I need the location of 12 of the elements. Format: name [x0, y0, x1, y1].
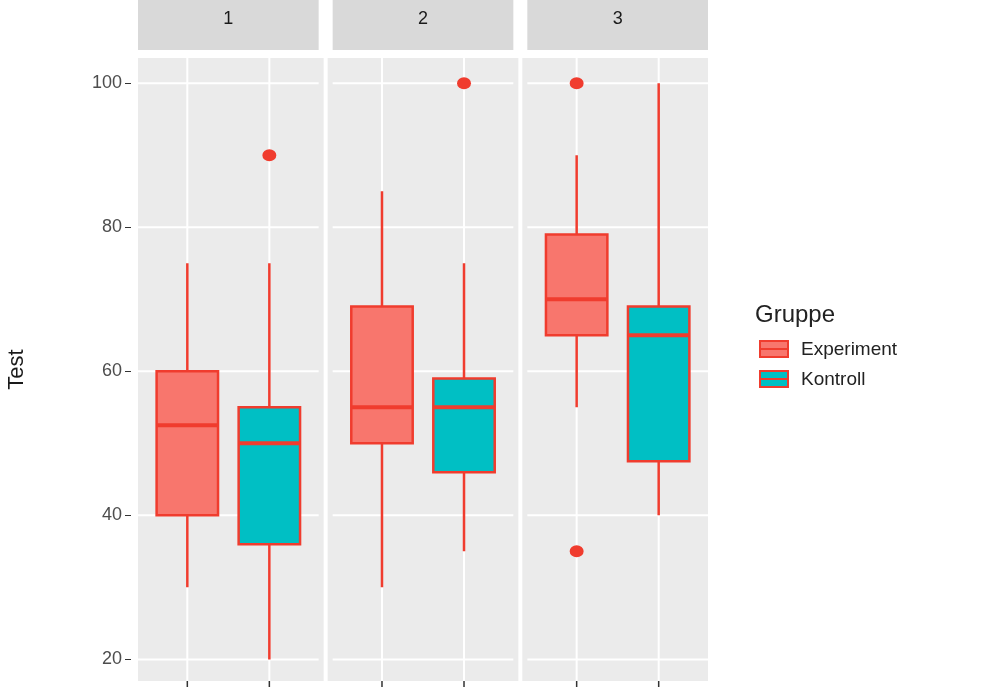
legend-title: Gruppe [755, 300, 837, 328]
y-axis-title: Test [3, 349, 29, 390]
x-tick-label: 2 [417, 8, 429, 29]
y-tick-label: 60 [101, 360, 122, 381]
x-tick-label: 1 [223, 8, 234, 29]
x-tick-label: 3 [612, 8, 623, 29]
y-tick-label: 40 [101, 504, 122, 525]
legend-label: Experiment [801, 338, 898, 360]
y-tick-label: 20 [101, 648, 122, 669]
y-tick-label: 100 [91, 72, 122, 93]
y-tick-label: 80 [101, 216, 122, 237]
legend-label: Kontroll [801, 368, 866, 390]
